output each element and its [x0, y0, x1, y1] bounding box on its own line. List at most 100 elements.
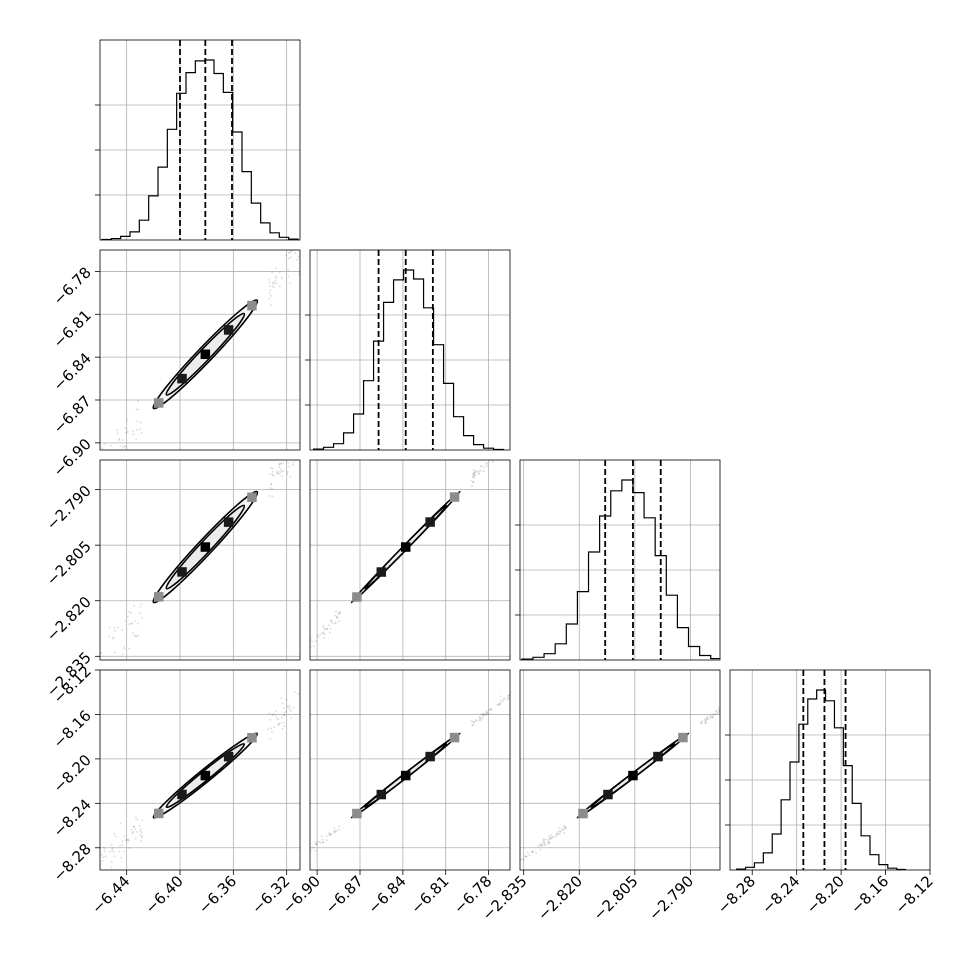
scatter-point [128, 611, 131, 614]
histogram-bar [611, 491, 622, 660]
scatter-point [712, 713, 715, 716]
density-frame [99, 459, 301, 661]
scatter-point [782, 659, 784, 661]
scatter-point [5, 546, 7, 548]
scatter-point [335, 829, 338, 832]
scatter-point [297, 438, 299, 440]
scatter-point [568, 649, 570, 651]
scatter-point [132, 430, 135, 433]
density-cell [177, 789, 187, 800]
scatter-point [499, 703, 502, 706]
scatter-point [140, 831, 143, 834]
scatter-point [316, 634, 319, 637]
scatter-point [517, 861, 519, 863]
scatter-point [141, 835, 144, 838]
scatter-point [722, 706, 724, 708]
scatter-point [479, 469, 482, 472]
scatter-point [562, 653, 564, 655]
scatter-point [508, 694, 510, 697]
density-cell [425, 517, 435, 527]
scatter-point [139, 612, 142, 615]
scatter-point [564, 826, 567, 829]
scatter-point [124, 445, 127, 448]
scatter-point [472, 481, 475, 484]
scatter-point [714, 712, 717, 715]
scatter-point [297, 692, 300, 695]
x-tick-label: −6.84 [364, 872, 409, 917]
scatter-point [303, 443, 305, 445]
scatter-point [363, 193, 365, 195]
x-tick-label: −2.805 [590, 872, 642, 924]
scatter-points [32, 680, 326, 906]
scatter-point [302, 695, 304, 697]
scatter-point [734, 699, 736, 701]
scatter-point [550, 834, 553, 837]
scatter-point [306, 693, 308, 695]
scatter-point [543, 841, 546, 844]
histogram-bar [149, 196, 158, 240]
scatter-point [290, 716, 293, 719]
scatter-point [472, 474, 475, 477]
scatter-point [480, 464, 483, 467]
scatter-point [567, 382, 569, 384]
scatter-point [339, 400, 341, 402]
scatter-point [477, 472, 480, 475]
scatter-point [734, 699, 736, 701]
scatter-point [555, 834, 558, 837]
scatter-point [105, 453, 107, 455]
scatter-point [324, 680, 326, 682]
scatter-point [562, 831, 565, 834]
scatter-point [477, 470, 480, 473]
scatter-point [474, 470, 477, 473]
density-cells [153, 300, 257, 408]
y-tick-label: −2.790 [43, 482, 95, 534]
scatter-point [109, 444, 112, 447]
scatter-point [470, 720, 473, 723]
scatter-point [32, 902, 34, 904]
scatter-point [333, 827, 336, 830]
scatter-point [314, 681, 316, 683]
scatter-point [121, 629, 124, 632]
histogram-panel-4 [730, 670, 930, 870]
scatter-point [288, 282, 291, 285]
scatter-point [515, 864, 517, 866]
scatter-point [487, 712, 490, 715]
scatter-point [105, 452, 107, 454]
scatter-point [481, 717, 484, 720]
scatter-point [293, 690, 296, 693]
scatter-point [273, 726, 276, 729]
scatter-point [269, 483, 272, 486]
scatter-point [70, 882, 72, 884]
scatter-point [736, 694, 738, 696]
scatter-point [735, 694, 737, 696]
x-tick-label: −6.87 [322, 872, 367, 917]
histogram-bar [414, 279, 424, 450]
scatter-point [280, 716, 283, 719]
scatter-point [489, 708, 492, 711]
density-cells [352, 732, 460, 819]
histogram-bar [158, 167, 167, 240]
scatter-point [110, 860, 113, 863]
scatter-point [298, 242, 300, 244]
scatter-point [524, 428, 526, 430]
scatter-point [90, 475, 92, 477]
scatter-point [112, 451, 114, 453]
scatter-point [274, 277, 277, 280]
scatter-point [483, 713, 486, 716]
scatter-point [307, 245, 309, 247]
scatter-point [511, 438, 513, 440]
scatter-point [58, 904, 60, 906]
scatter-point [531, 850, 534, 853]
scatter-point [270, 482, 273, 485]
histogram-bar [754, 863, 763, 870]
scatter-point [482, 470, 485, 473]
scatter-point [296, 259, 299, 262]
scatter-point [282, 721, 285, 724]
histogram-bar [644, 518, 655, 660]
scatter-point [288, 251, 291, 254]
scatter-point [91, 471, 93, 473]
scatter-point [247, 709, 249, 711]
scatter-point [699, 721, 702, 724]
density-cells [153, 732, 257, 819]
scatter-point [541, 843, 544, 846]
